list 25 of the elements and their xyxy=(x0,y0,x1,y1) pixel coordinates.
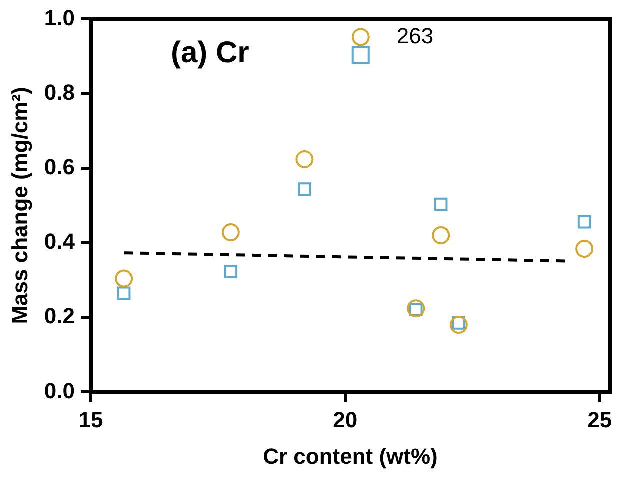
annotation: (a) Cr xyxy=(170,36,250,70)
y-tick-label: 0.2 xyxy=(44,304,75,329)
point xyxy=(434,198,448,212)
point xyxy=(432,226,450,245)
point xyxy=(407,300,426,318)
legend-label: 263 xyxy=(396,23,434,48)
y-tick-label: 0.8 xyxy=(44,80,75,105)
point xyxy=(450,316,468,334)
x-tick-label: 20 xyxy=(333,407,358,432)
y-tick-label: 0.6 xyxy=(44,154,75,180)
x-axis-title: Cr content (wt%) xyxy=(263,444,438,469)
y-tick-label: 0.4 xyxy=(44,229,76,254)
x-tick-label: 15 xyxy=(78,407,104,432)
y-tick-label: 1.0 xyxy=(44,5,75,30)
point xyxy=(298,182,312,196)
point xyxy=(224,265,238,278)
point xyxy=(576,240,594,258)
point xyxy=(115,270,134,288)
point xyxy=(296,150,314,168)
x-tick-label: 25 xyxy=(588,407,612,432)
y-tick-label: 0.0 xyxy=(44,378,75,404)
point xyxy=(222,224,240,242)
point xyxy=(578,215,592,229)
y-axis-title: Mass change (mg/cm²) xyxy=(7,87,32,324)
point xyxy=(117,286,131,300)
